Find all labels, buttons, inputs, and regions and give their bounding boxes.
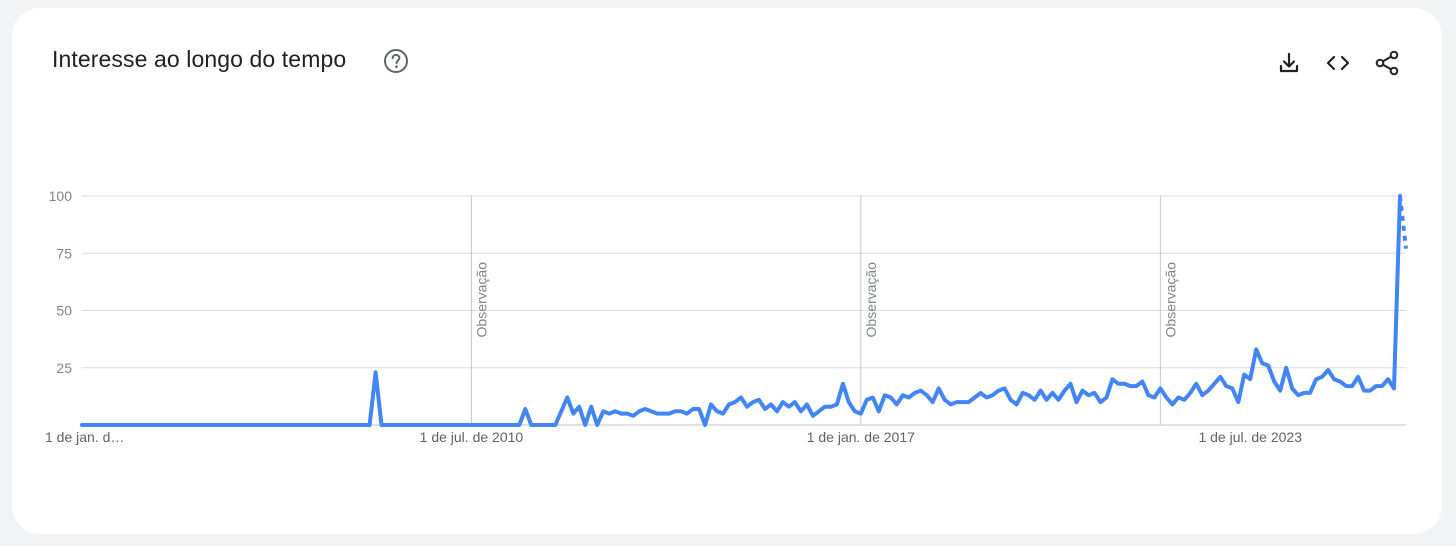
annotation-label: Observação (473, 262, 489, 338)
series-line-partial (1398, 195, 1408, 249)
annotation-label: Observação (1162, 262, 1178, 338)
y-tick-label: 50 (56, 303, 72, 319)
code-embed-icon[interactable] (1323, 48, 1353, 78)
help-circle-icon[interactable] (382, 47, 410, 75)
y-tick-label: 75 (56, 245, 72, 261)
x-tick-label: 1 de jan. de 2017 (807, 429, 915, 445)
x-tick-label: 1 de jul. de 2023 (1198, 429, 1302, 445)
series-line (80, 194, 1402, 427)
share-icon[interactable] (1372, 48, 1402, 78)
y-tick-label: 100 (49, 188, 73, 204)
chart-card: Interesse ao longo do tempo (12, 8, 1442, 534)
y-tick-label: 25 (56, 360, 72, 376)
annotation-label: Observação (863, 262, 879, 338)
download-icon[interactable] (1274, 48, 1304, 78)
x-tick-label: 1 de jan. d… (45, 429, 124, 445)
x-tick-label: 1 de jul. de 2010 (420, 429, 524, 445)
chart-title: Interesse ao longo do tempo (52, 46, 347, 72)
